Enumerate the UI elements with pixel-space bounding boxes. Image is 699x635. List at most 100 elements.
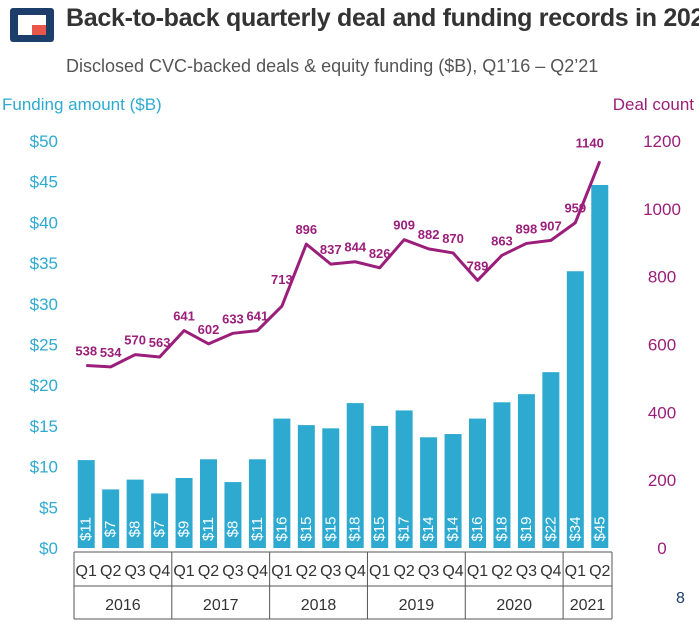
year-label: 2021	[570, 597, 606, 614]
funding-bar	[297, 425, 315, 548]
deal-count-label: 563	[149, 335, 171, 350]
bar-value-label: $18	[493, 516, 510, 541]
chart-subtitle: Disclosed CVC-backed deals & equity fund…	[66, 56, 599, 76]
bar-value-label: $15	[371, 516, 388, 541]
bar-value-label: $14	[445, 516, 462, 541]
deal-count-label: 844	[344, 240, 366, 255]
x-tick-label: Q1	[173, 563, 194, 580]
year-label: 2019	[399, 597, 435, 614]
y-tick-label: $50	[30, 132, 58, 151]
funding-bar	[273, 418, 291, 548]
deal-count-label: 898	[516, 221, 538, 236]
year-label: 2020	[496, 597, 532, 614]
bar-value-label: $18	[347, 516, 364, 541]
funding-bar	[371, 425, 389, 548]
x-tick-label: Q2	[491, 563, 512, 580]
bar-value-label: $34	[567, 516, 584, 541]
funding-bar	[542, 372, 560, 548]
bar-value-label: $14	[420, 516, 437, 541]
funding-bar	[420, 437, 438, 548]
y-tick-label: $40	[30, 213, 58, 232]
x-tick-label: Q3	[124, 563, 145, 580]
x-tick-label: Q4	[540, 563, 561, 580]
x-tick-label: Q2	[296, 563, 317, 580]
funding-bar	[322, 428, 340, 548]
chart-title: Back-to-back quarterly deal and funding …	[66, 4, 699, 32]
page-number: 8	[676, 590, 685, 607]
x-tick-label: Q2	[100, 563, 121, 580]
deal-count-label: 863	[491, 233, 513, 248]
bar-value-label: $15	[322, 516, 339, 541]
deal-count-line	[86, 160, 602, 369]
bar-value-label: $16	[273, 516, 290, 541]
funding-bar	[469, 418, 486, 548]
bar-value-label: $8	[127, 521, 144, 538]
x-tick-label: Q1	[271, 563, 292, 580]
x-tick-label: Q4	[247, 563, 268, 580]
bar-value-label: $16	[469, 516, 486, 541]
x-tick-label: Q1	[467, 563, 488, 580]
bar-value-label: $17	[396, 516, 413, 541]
deal-count-label: 789	[467, 258, 489, 273]
x-tick-label: Q2	[589, 563, 610, 580]
y-tick-label: $20	[30, 376, 58, 395]
funding-bar	[200, 459, 217, 548]
deal-count-label: 896	[295, 222, 317, 237]
bar-value-label: $7	[151, 521, 168, 538]
bar-value-label: $7	[102, 521, 119, 538]
deal-count-label: 1140	[576, 135, 604, 150]
y2-tick-label: 200	[648, 471, 676, 490]
x-tick-label: Q3	[320, 563, 341, 580]
y2-tick-label: 800	[648, 268, 676, 287]
bar-value-label: $22	[542, 516, 559, 541]
x-tick-label: Q2	[198, 563, 219, 580]
x-tick-label: Q4	[149, 563, 170, 580]
bar-value-label: $9	[176, 521, 193, 538]
bar-value-label: $19	[518, 516, 535, 541]
bar-value-label: $8	[224, 521, 241, 538]
bar-value-label: $11	[249, 517, 266, 541]
deal-count-label: 882	[418, 227, 440, 242]
deal-count-label: 633	[222, 311, 244, 326]
funding-bar	[224, 482, 242, 548]
y-tick-label: $25	[30, 336, 58, 355]
y2-tick-label: 1200	[643, 132, 681, 151]
deal-count-label: 570	[124, 333, 146, 348]
funding-bar	[102, 489, 120, 548]
x-tick-label: Q1	[76, 563, 97, 580]
y2-tick-label: 400	[648, 403, 676, 422]
deal-count-label: 870	[442, 231, 464, 246]
y-tick-label: $30	[30, 295, 58, 314]
funding-bar	[175, 477, 193, 548]
x-tick-label: Q1	[565, 563, 586, 580]
y2-tick-label: 1000	[643, 200, 681, 219]
deal-count-label: 826	[369, 246, 391, 261]
deal-count-label: 837	[320, 242, 342, 257]
year-label: 2016	[105, 597, 141, 614]
funding-bar	[493, 402, 511, 548]
bar-value-label: $11	[200, 517, 217, 541]
deal-count-label: 909	[393, 218, 415, 233]
y-tick-label: $15	[30, 417, 58, 436]
x-tick-label: Q2	[393, 563, 414, 580]
brand-logo	[10, 8, 54, 42]
funding-bar	[444, 434, 462, 548]
x-tick-label: Q4	[442, 563, 463, 580]
deal-count-label: 959	[564, 201, 586, 216]
deal-count-label: 713	[271, 272, 293, 287]
y-tick-label: $45	[30, 173, 58, 192]
funding-bar	[591, 184, 609, 548]
y2-axis-title: Deal count	[613, 95, 695, 114]
x-tick-label: Q4	[345, 563, 366, 580]
y-tick-label: $5	[39, 498, 58, 517]
year-label: 2018	[301, 597, 337, 614]
deal-count-label: 907	[540, 218, 562, 233]
y2-tick-label: 600	[648, 336, 676, 355]
y2-tick-label: 0	[657, 539, 666, 558]
funding-bar	[566, 271, 584, 548]
y-tick-label: $35	[30, 254, 58, 273]
x-tick-label: Q1	[369, 563, 390, 580]
bar-value-label: $45	[591, 516, 608, 541]
x-tick-label: Q3	[516, 563, 537, 580]
deal-count-label: 538	[75, 344, 97, 359]
